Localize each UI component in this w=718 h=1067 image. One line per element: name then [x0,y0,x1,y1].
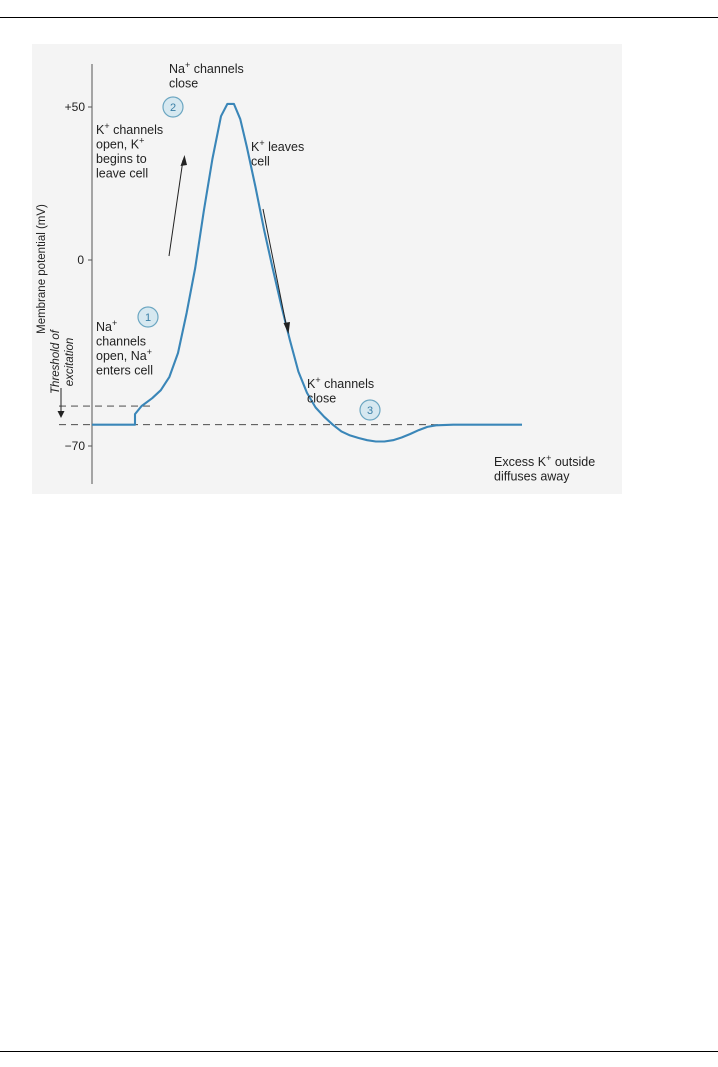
superscript-charge: + [185,60,190,70]
annotation-line: K+ channels [96,121,163,137]
superscript-charge: + [147,347,152,357]
annotation-line: Na+ [96,318,117,334]
action-potential-chart: +50 0 −70 Membrane potential (mV) Thresh… [36,60,595,484]
superscript-charge: + [259,138,264,148]
y-tick-label-minus70: −70 [65,439,86,453]
badge-3-circle [359,399,381,421]
annotation-line: cell [251,155,270,169]
page-header-rule [0,17,718,18]
annotation-line: begins to [96,152,147,166]
badge-3: 3 [359,399,381,421]
superscript-charge: + [315,375,320,385]
rising-arrow-line [168,159,184,257]
annotation-line: Na+ channels [169,60,244,76]
badge-1-circle [137,306,159,328]
annotation-k-leaves-cell: K+ leaves cell [251,138,304,169]
annotation-line: channels [96,335,146,349]
annotation-line: enters cell [96,364,153,378]
rising-arrow-head [180,155,187,166]
annotation-na-channels-close: Na+ channels close [169,60,244,91]
y-tick-label-0: 0 [77,253,84,267]
annotation-k-channels-open: K+ channels open, K+ begins to leave cell [96,121,163,181]
annotation-line: K+ channels [307,375,374,391]
badge-1-number: 1 [145,312,151,324]
annotation-line: open, K+ [96,136,144,152]
superscript-charge: + [546,453,551,463]
annotation-excess-k-diffuses: Excess K+ outside diffuses away [494,453,595,484]
y-tick-label-plus50: +50 [65,100,86,114]
page-footer-rule [0,1051,718,1052]
annotation-line: diffuses away [494,470,570,484]
badge-2-number: 2 [170,102,176,114]
action-potential-curve [92,102,522,443]
action-potential-figure: +50 0 −70 Membrane potential (mV) Thresh… [32,44,622,494]
badge-3-number: 3 [367,405,373,417]
badge-2: 2 [162,96,184,118]
falling-arrow-line [262,208,288,330]
annotation-line: leave cell [96,167,148,181]
superscript-charge: + [112,318,117,328]
annotation-k-channels-close: K+ channels close [307,375,374,406]
annotation-line: K+ leaves [251,138,304,154]
badge-2-circle [162,96,184,118]
threshold-label-line-1: Threshold of [50,328,62,394]
superscript-charge: + [104,121,109,131]
badge-1: 1 [137,306,159,328]
superscript-charge: + [139,136,144,146]
falling-arrow-head [283,322,290,334]
annotation-na-channels-open: Na+ channels open, Na+ enters cell [96,318,153,378]
annotation-line: open, Na+ [96,347,152,363]
annotation-line: close [307,392,336,406]
threshold-arrow-head [57,411,65,418]
annotation-line: close [169,77,198,91]
annotation-line: Excess K+ outside [494,453,595,469]
y-axis-label: Membrane potential (mV) [36,204,48,334]
threshold-label-line-2: excitation [64,338,76,387]
